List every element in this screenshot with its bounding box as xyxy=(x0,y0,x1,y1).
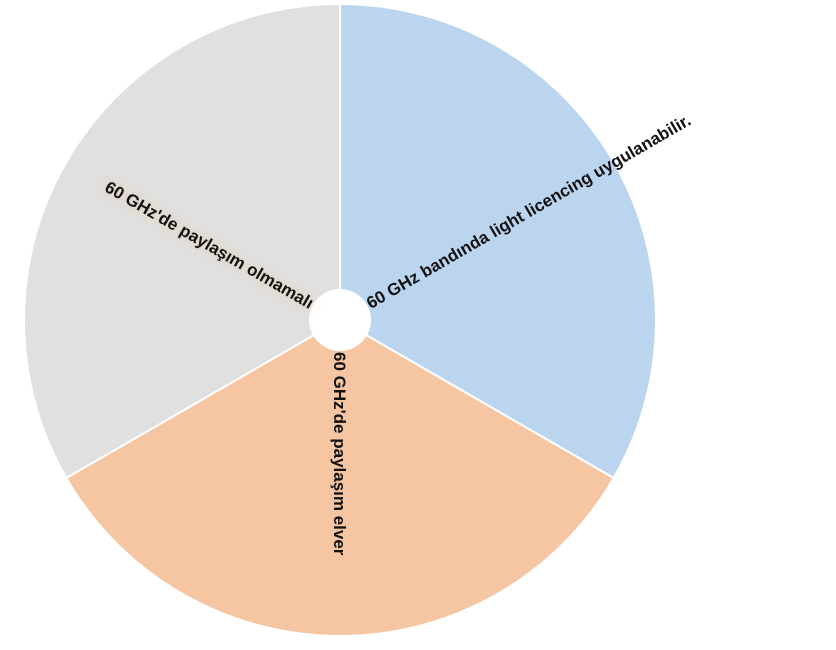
pie-slice-2 xyxy=(64,318,616,637)
pie-slice-1 xyxy=(339,2,657,480)
pie-slice-3 xyxy=(23,2,341,480)
slice-label-group-2: 60 GHz'de paylaşım elver xyxy=(330,352,349,556)
slices-layer xyxy=(23,2,657,637)
slice-label-2: 60 GHz'de paylaşım elver xyxy=(330,352,349,556)
donut-hole xyxy=(309,289,371,351)
